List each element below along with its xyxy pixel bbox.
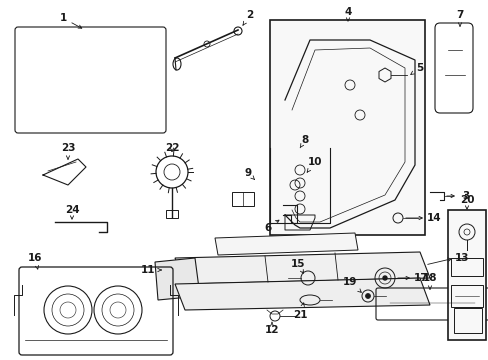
Text: 3: 3 [462, 191, 468, 201]
Polygon shape [155, 258, 200, 300]
Text: 22: 22 [164, 143, 179, 153]
Text: 23: 23 [61, 143, 75, 159]
Text: 24: 24 [64, 205, 79, 219]
Text: 2: 2 [243, 10, 253, 25]
Bar [269, 20, 424, 235]
Text: 18: 18 [422, 273, 436, 289]
Bar [450, 258, 482, 276]
Bar [453, 308, 481, 333]
Text: 21: 21 [292, 303, 306, 320]
Text: 16: 16 [28, 253, 42, 269]
Text: 7: 7 [455, 10, 463, 26]
Circle shape [365, 293, 370, 298]
Text: 4: 4 [344, 7, 351, 21]
Polygon shape [175, 252, 429, 284]
Bar [231, 192, 253, 206]
Text: 8: 8 [300, 135, 308, 148]
Text: 20: 20 [459, 195, 473, 209]
Text: 11: 11 [141, 265, 161, 275]
Polygon shape [175, 278, 429, 310]
Text: 1: 1 [59, 13, 81, 28]
Text: 12: 12 [264, 322, 279, 335]
Text: 17: 17 [413, 273, 427, 283]
Text: 9: 9 [244, 168, 254, 180]
Bar [165, 210, 178, 218]
Bar [447, 210, 485, 340]
Text: 14: 14 [426, 213, 440, 223]
Text: 19: 19 [342, 277, 361, 292]
Text: 13: 13 [454, 253, 468, 263]
Text: 5: 5 [410, 63, 423, 75]
Text: 6: 6 [264, 220, 279, 233]
Text: 15: 15 [290, 259, 305, 273]
Polygon shape [215, 233, 357, 255]
Bar [450, 285, 482, 307]
Text: 10: 10 [306, 157, 322, 172]
Circle shape [382, 276, 386, 280]
